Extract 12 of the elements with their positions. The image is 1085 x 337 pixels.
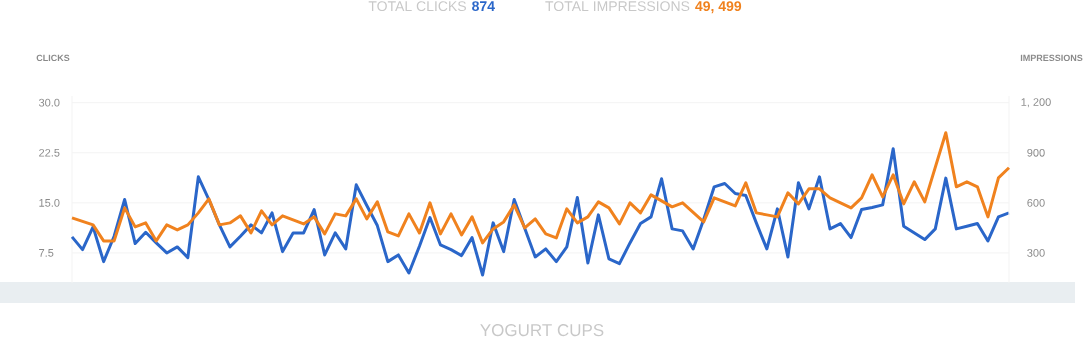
y-tick-label: 30.0 [38,98,60,107]
y-axis-title: CLICKS [36,54,70,62]
y2-tick-label: 1, 200 [1021,98,1051,108]
y2-tick-label: 900 [1027,148,1045,157]
y-tick-label: 7.5 [39,249,54,257]
text: 874 [472,1,495,12]
text: 49, 499 [695,1,742,14]
y-tick-label: 22.5 [39,148,60,157]
y2-tick-label: 300 [1027,249,1045,257]
y-tick-label: 15.0 [39,198,60,207]
y2-axis-title: IMPRESSIONS [1020,54,1083,62]
y2-tick-label: 600 [1027,198,1045,207]
